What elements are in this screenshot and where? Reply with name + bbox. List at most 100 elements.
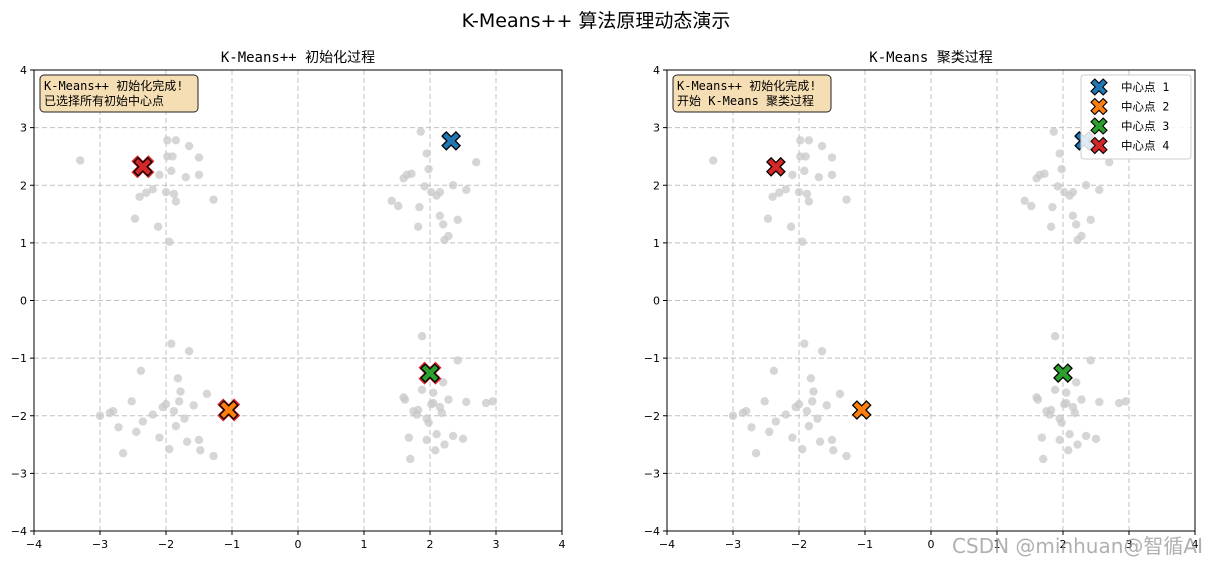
data-point — [424, 164, 433, 174]
y-tick-label: 2 — [653, 179, 660, 192]
data-point — [1048, 202, 1057, 212]
y-tick-label: −4 — [644, 525, 660, 538]
x-tick-label: −2 — [158, 538, 174, 551]
data-point — [742, 406, 751, 416]
data-point — [161, 187, 171, 197]
data-point — [760, 397, 769, 406]
x-tick-label: 1 — [994, 538, 1001, 551]
data-point — [827, 435, 837, 445]
data-point — [429, 398, 438, 408]
data-point — [171, 136, 181, 145]
data-point — [808, 397, 817, 406]
data-point — [135, 192, 144, 201]
centroid-1-marker — [441, 130, 462, 151]
data-point — [1037, 433, 1047, 442]
data-point — [794, 187, 804, 197]
legend-marker-3 — [1090, 117, 1108, 135]
data-point — [1086, 356, 1095, 365]
data-point — [829, 446, 838, 455]
data-point — [1121, 397, 1130, 406]
data-point — [1053, 182, 1062, 191]
y-tick-label: −1 — [11, 352, 27, 365]
centroid-2-marker — [851, 400, 872, 420]
data-point — [827, 170, 837, 180]
data-point — [202, 389, 212, 399]
data-point — [802, 189, 812, 199]
data-point — [127, 397, 136, 406]
data-point — [194, 170, 204, 180]
data-point — [182, 437, 192, 446]
legend-frame — [1080, 74, 1192, 160]
data-point — [809, 387, 818, 396]
data-point — [462, 397, 471, 407]
data-point — [763, 214, 773, 223]
data-point — [1040, 169, 1049, 178]
data-point — [1068, 211, 1078, 220]
data-point — [842, 451, 851, 461]
x-tick-label: 3 — [1126, 538, 1133, 551]
y-tick-label: 3 — [653, 122, 660, 135]
data-point — [1105, 158, 1114, 167]
y-tick-label: −4 — [11, 525, 27, 538]
legend-label-2: 中心点 2 — [1121, 100, 1169, 114]
data-point — [453, 356, 462, 365]
data-point — [822, 401, 831, 410]
legend: 中心点 1 中心点 2 中心点 3 中心点 4 — [1080, 74, 1192, 160]
watermark: CSDN @minhuan@智循AI — [952, 534, 1203, 558]
data-point — [148, 410, 157, 419]
y-tick-label: 0 — [653, 295, 660, 308]
data-point — [1077, 231, 1086, 241]
data-point — [439, 220, 448, 229]
data-point — [448, 431, 458, 441]
data-point — [817, 347, 827, 356]
x-tick-label: −2 — [791, 538, 807, 551]
data-point — [167, 166, 176, 176]
data-point — [440, 440, 449, 449]
data-point — [1050, 332, 1060, 341]
legend-marker-2 — [1090, 97, 1108, 116]
data-point — [786, 222, 796, 231]
data-point — [802, 406, 812, 416]
data-point — [130, 214, 140, 223]
data-point — [817, 141, 827, 151]
data-point — [462, 185, 471, 195]
data-point — [176, 387, 185, 396]
data-point — [1049, 127, 1058, 136]
data-point — [153, 222, 163, 231]
info-box-background — [39, 74, 199, 113]
data-point — [801, 152, 810, 161]
y-tick-label: 3 — [20, 122, 27, 135]
data-point — [132, 427, 141, 437]
data-point — [1068, 187, 1078, 197]
data-point — [171, 197, 181, 206]
data-point — [448, 181, 458, 190]
plot-area: −4 −3 −2 −1 0 1 2 3 4 −4 −3 −2 −1 0 1 2 3 4 K-Means++ 初始化过… — [11, 49, 1199, 551]
data-point — [136, 366, 146, 376]
data-point — [415, 202, 424, 212]
legend-label-4: 中心点 4 — [1121, 139, 1169, 153]
info-box: K-Means++ 初始化完成!开始 K-Means 聚类过程 — [672, 74, 832, 113]
x-tick-label: −4 — [659, 538, 675, 551]
x-tick-label: −4 — [26, 538, 42, 551]
data-point — [431, 446, 440, 455]
data-point — [171, 421, 181, 431]
data-point — [432, 429, 441, 439]
data-point — [804, 136, 814, 145]
data-point — [796, 136, 805, 145]
data-point — [118, 449, 128, 458]
axes-2: −4 −3 −2 −1 0 1 2 3 4 −4 −3 −2 −1 0 1 2 3 4 K-Means 聚类过程 K-… — [644, 50, 1199, 551]
data-point — [804, 197, 814, 206]
data-point — [189, 401, 198, 410]
x-tick-label: 1 — [361, 538, 368, 551]
data-point — [165, 444, 174, 454]
data-point — [424, 418, 433, 427]
axes-1: −4 −3 −2 −1 0 1 2 3 4 −4 −3 −2 −1 0 1 2 3 4 K-Means++ 初始化过… — [11, 49, 566, 551]
data-point — [1062, 398, 1071, 408]
data-point — [781, 185, 790, 194]
data-point — [404, 433, 414, 442]
info-text-line: 已选择所有初始中心点 — [44, 93, 164, 108]
data-point — [827, 153, 837, 162]
data-point — [488, 397, 497, 406]
data-point — [1020, 196, 1029, 206]
legend-marker-4 — [1090, 136, 1108, 155]
